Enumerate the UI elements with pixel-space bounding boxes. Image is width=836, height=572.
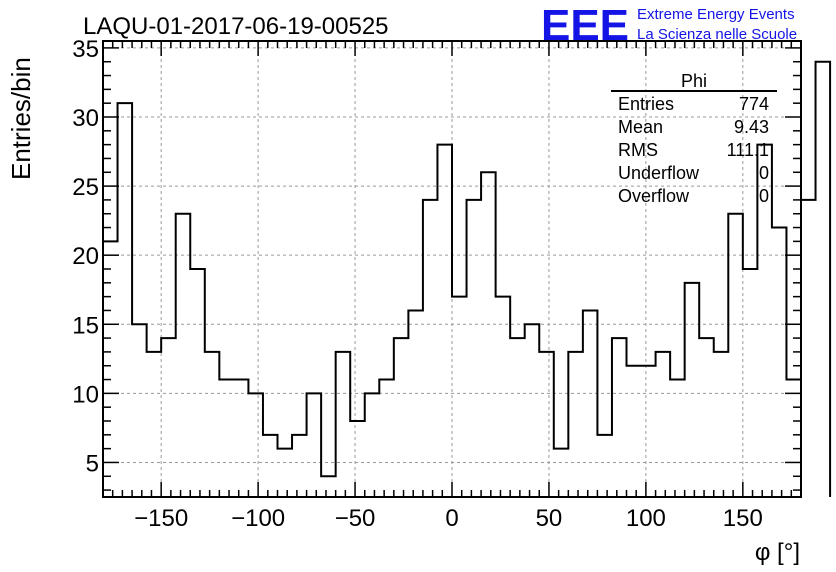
- y-tick-label: 10: [72, 381, 99, 408]
- x-tick-labels: −150 −100 −50 0 50 100 150: [134, 505, 763, 532]
- stats-row-value: 0: [759, 186, 769, 206]
- y-tick-label: 35: [72, 36, 99, 63]
- y-tick-labels: 5 10 15 20 25 30 35: [72, 36, 99, 478]
- logo-line-2: La Scienza nelle Scuole: [637, 26, 797, 43]
- histogram-outline: [102, 60, 832, 497]
- stats-box: Phi Entries 774 Mean 9.43 RMS 111.1 Underflow 0…: [611, 71, 777, 206]
- stats-row-value: 111.1: [727, 140, 769, 160]
- y-tick-label: 30: [72, 105, 99, 132]
- y-tick-label: 25: [72, 174, 99, 201]
- stats-row-value: 0: [759, 163, 769, 183]
- stats-box-name: Phi: [681, 71, 707, 91]
- x-tick-label: −100: [231, 505, 285, 532]
- x-tick-label: 100: [626, 505, 666, 532]
- chart-title: LAQU-01-2017-06-19-00525: [83, 13, 389, 40]
- y-axis-label: Entries/bin: [6, 57, 36, 180]
- stats-row-value: 774: [739, 94, 769, 114]
- stats-row-label: RMS: [618, 140, 658, 160]
- x-tick-label: 50: [536, 505, 563, 532]
- stats-row-label: Overflow: [618, 186, 690, 206]
- stats-row-label: Entries: [618, 94, 674, 114]
- x-tick-label: −150: [134, 505, 188, 532]
- y-tick-label: 15: [72, 312, 99, 339]
- y-tick-label: 20: [72, 243, 99, 270]
- stats-row-label: Underflow: [618, 163, 700, 183]
- x-tick-label: 150: [723, 505, 763, 532]
- x-tick-label: 0: [445, 505, 458, 532]
- y-tick-label: 5: [86, 450, 99, 477]
- x-tick-label: −50: [335, 505, 376, 532]
- stats-row-value: 9.43: [734, 117, 769, 137]
- axis-ticks: [103, 41, 801, 497]
- stats-box-rows: Entries 774 Mean 9.43 RMS 111.1 Underflow 0 Over…: [618, 94, 769, 206]
- eee-logo-mark: EEE: [541, 1, 629, 50]
- stats-row-label: Mean: [618, 117, 663, 137]
- logo-line-1: Extreme Energy Events: [637, 6, 795, 23]
- x-axis-label: φ [°]: [755, 539, 800, 566]
